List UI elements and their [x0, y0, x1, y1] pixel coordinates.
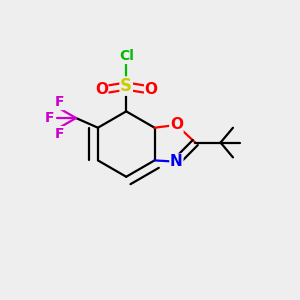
Text: N: N	[170, 154, 183, 169]
Text: O: O	[95, 82, 108, 97]
Text: S: S	[120, 77, 132, 95]
Text: Cl: Cl	[119, 50, 134, 63]
Text: F: F	[44, 111, 54, 125]
Text: O: O	[145, 82, 158, 97]
Text: O: O	[170, 118, 183, 133]
Text: F: F	[55, 127, 64, 141]
Text: F: F	[55, 95, 64, 110]
